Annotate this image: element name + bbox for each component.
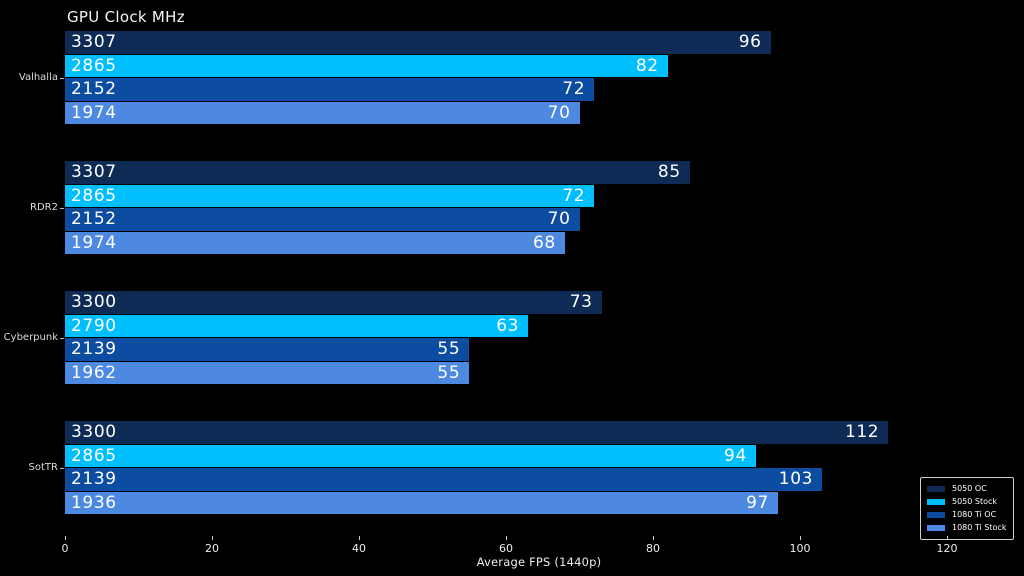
bar-5050-stock: 2790 63	[65, 314, 529, 337]
legend-label: 1080 Ti OC	[952, 510, 997, 519]
bar-clock-label: 2152	[71, 79, 117, 99]
bar-1080-ti-oc: 2139 55	[65, 338, 470, 361]
bar-clock-label: 1936	[71, 492, 117, 513]
bar-clock-label: 1974	[71, 102, 117, 123]
legend-swatch	[927, 525, 945, 531]
bar-fps-label: 73	[569, 292, 593, 312]
legend-swatch	[927, 486, 945, 492]
x-axis-tick-label: 80	[646, 542, 660, 555]
bar-5050-stock: 2865 82	[65, 54, 668, 77]
bar-fps-label: 103	[778, 469, 814, 489]
bar-clock-label: 2790	[71, 315, 117, 336]
legend-item: 5050 OC	[927, 483, 1008, 495]
x-axis-tick-label: 0	[61, 542, 69, 555]
bar-5050-oc: 3307 96	[65, 31, 771, 54]
legend: 5050 OC 5050 Stock 1080 Ti OC 1080 Ti Stock	[920, 477, 1014, 540]
x-axis-tick-label: 40	[352, 542, 366, 555]
bar-fps-label: 97	[746, 492, 769, 513]
bar-1080-ti-oc: 2152 72	[65, 78, 595, 101]
y-axis-tick	[60, 467, 64, 469]
bar-clock-label: 3300	[71, 422, 117, 442]
y-axis-group-label: SotTR	[28, 462, 58, 473]
bar-fps-label: 70	[547, 102, 571, 123]
legend-item: 5050 Stock	[927, 496, 1008, 508]
bar-clock-label: 1962	[71, 362, 117, 383]
x-axis-tick	[64, 536, 66, 540]
bar-5050-stock: 2865 94	[65, 444, 756, 467]
bar-1080-ti-stock: 1974 68	[65, 231, 565, 254]
bar-fps-label: 85	[657, 162, 681, 182]
bar-fps-label: 70	[547, 209, 571, 229]
bar-clock-label: 3300	[71, 292, 117, 312]
bar-5050-stock: 2865 72	[65, 184, 595, 207]
y-axis-group-label: RDR2	[30, 202, 58, 213]
bar-fps-label: 72	[562, 185, 586, 206]
bar-5050-oc: 3307 85	[65, 161, 690, 184]
bar-clock-label: 2865	[71, 185, 117, 206]
bar-1080-ti-oc: 2152 70	[65, 208, 580, 231]
bar-fps-label: 72	[562, 79, 586, 99]
legend-swatch	[927, 499, 945, 505]
x-axis-tick-label: 20	[205, 542, 219, 555]
legend-label: 1080 Ti Stock	[952, 523, 1007, 532]
bar-1080-ti-stock: 1962 55	[65, 361, 470, 384]
bar-fps-label: 96	[738, 32, 762, 52]
y-axis-group-label: Valhalla	[18, 72, 58, 83]
bar-clock-label: 2139	[71, 469, 117, 489]
legend-item: 1080 Ti OC	[927, 509, 1008, 521]
bar-clock-label: 2865	[71, 445, 117, 466]
y-axis-group-label: Cyberpunk	[3, 332, 58, 343]
bar-1080-ti-oc: 2139 103	[65, 468, 823, 491]
bar-5050-oc: 3300 73	[65, 291, 602, 314]
bar-1080-ti-stock: 1974 70	[65, 101, 580, 124]
x-axis-tick	[505, 536, 507, 540]
x-axis-tick-label: 100	[789, 542, 811, 555]
bar-1080-ti-stock: 1936 97	[65, 491, 778, 514]
x-axis-tick-label: 60	[499, 542, 513, 555]
bar-clock-label: 2139	[71, 339, 117, 359]
bar-fps-label: 55	[437, 362, 461, 383]
legend-label: 5050 OC	[952, 484, 987, 493]
bar-5050-oc: 3300 112	[65, 421, 889, 444]
y-axis-tick	[60, 207, 64, 209]
bar-clock-label: 3307	[71, 162, 117, 182]
bar-clock-label: 3307	[71, 32, 117, 52]
legend-label: 5050 Stock	[952, 497, 998, 506]
bar-fps-label: 63	[496, 315, 520, 336]
bar-clock-label: 2865	[71, 55, 117, 76]
x-axis-tick	[946, 536, 948, 540]
legend-swatch	[927, 512, 945, 518]
bar-fps-label: 112	[844, 422, 880, 442]
bar-clock-label: 1974	[71, 232, 117, 253]
bar-fps-label: 68	[532, 232, 556, 253]
y-axis-tick	[60, 337, 64, 339]
x-axis-label: Average FPS (1440p)	[476, 555, 602, 569]
bar-fps-label: 94	[724, 445, 747, 466]
x-axis-tick	[799, 536, 801, 540]
x-axis-tick-label: 120	[936, 542, 958, 555]
x-axis-tick	[211, 536, 213, 540]
bar-clock-label: 2152	[71, 209, 117, 229]
bar-fps-label: 55	[437, 339, 461, 359]
bar-fps-label: 82	[635, 55, 659, 76]
x-axis-tick	[358, 536, 360, 540]
x-axis-tick	[652, 536, 654, 540]
chart-title: GPU Clock MHz	[67, 8, 185, 26]
legend-item: 1080 Ti Stock	[927, 522, 1008, 534]
y-axis-tick	[60, 77, 64, 79]
